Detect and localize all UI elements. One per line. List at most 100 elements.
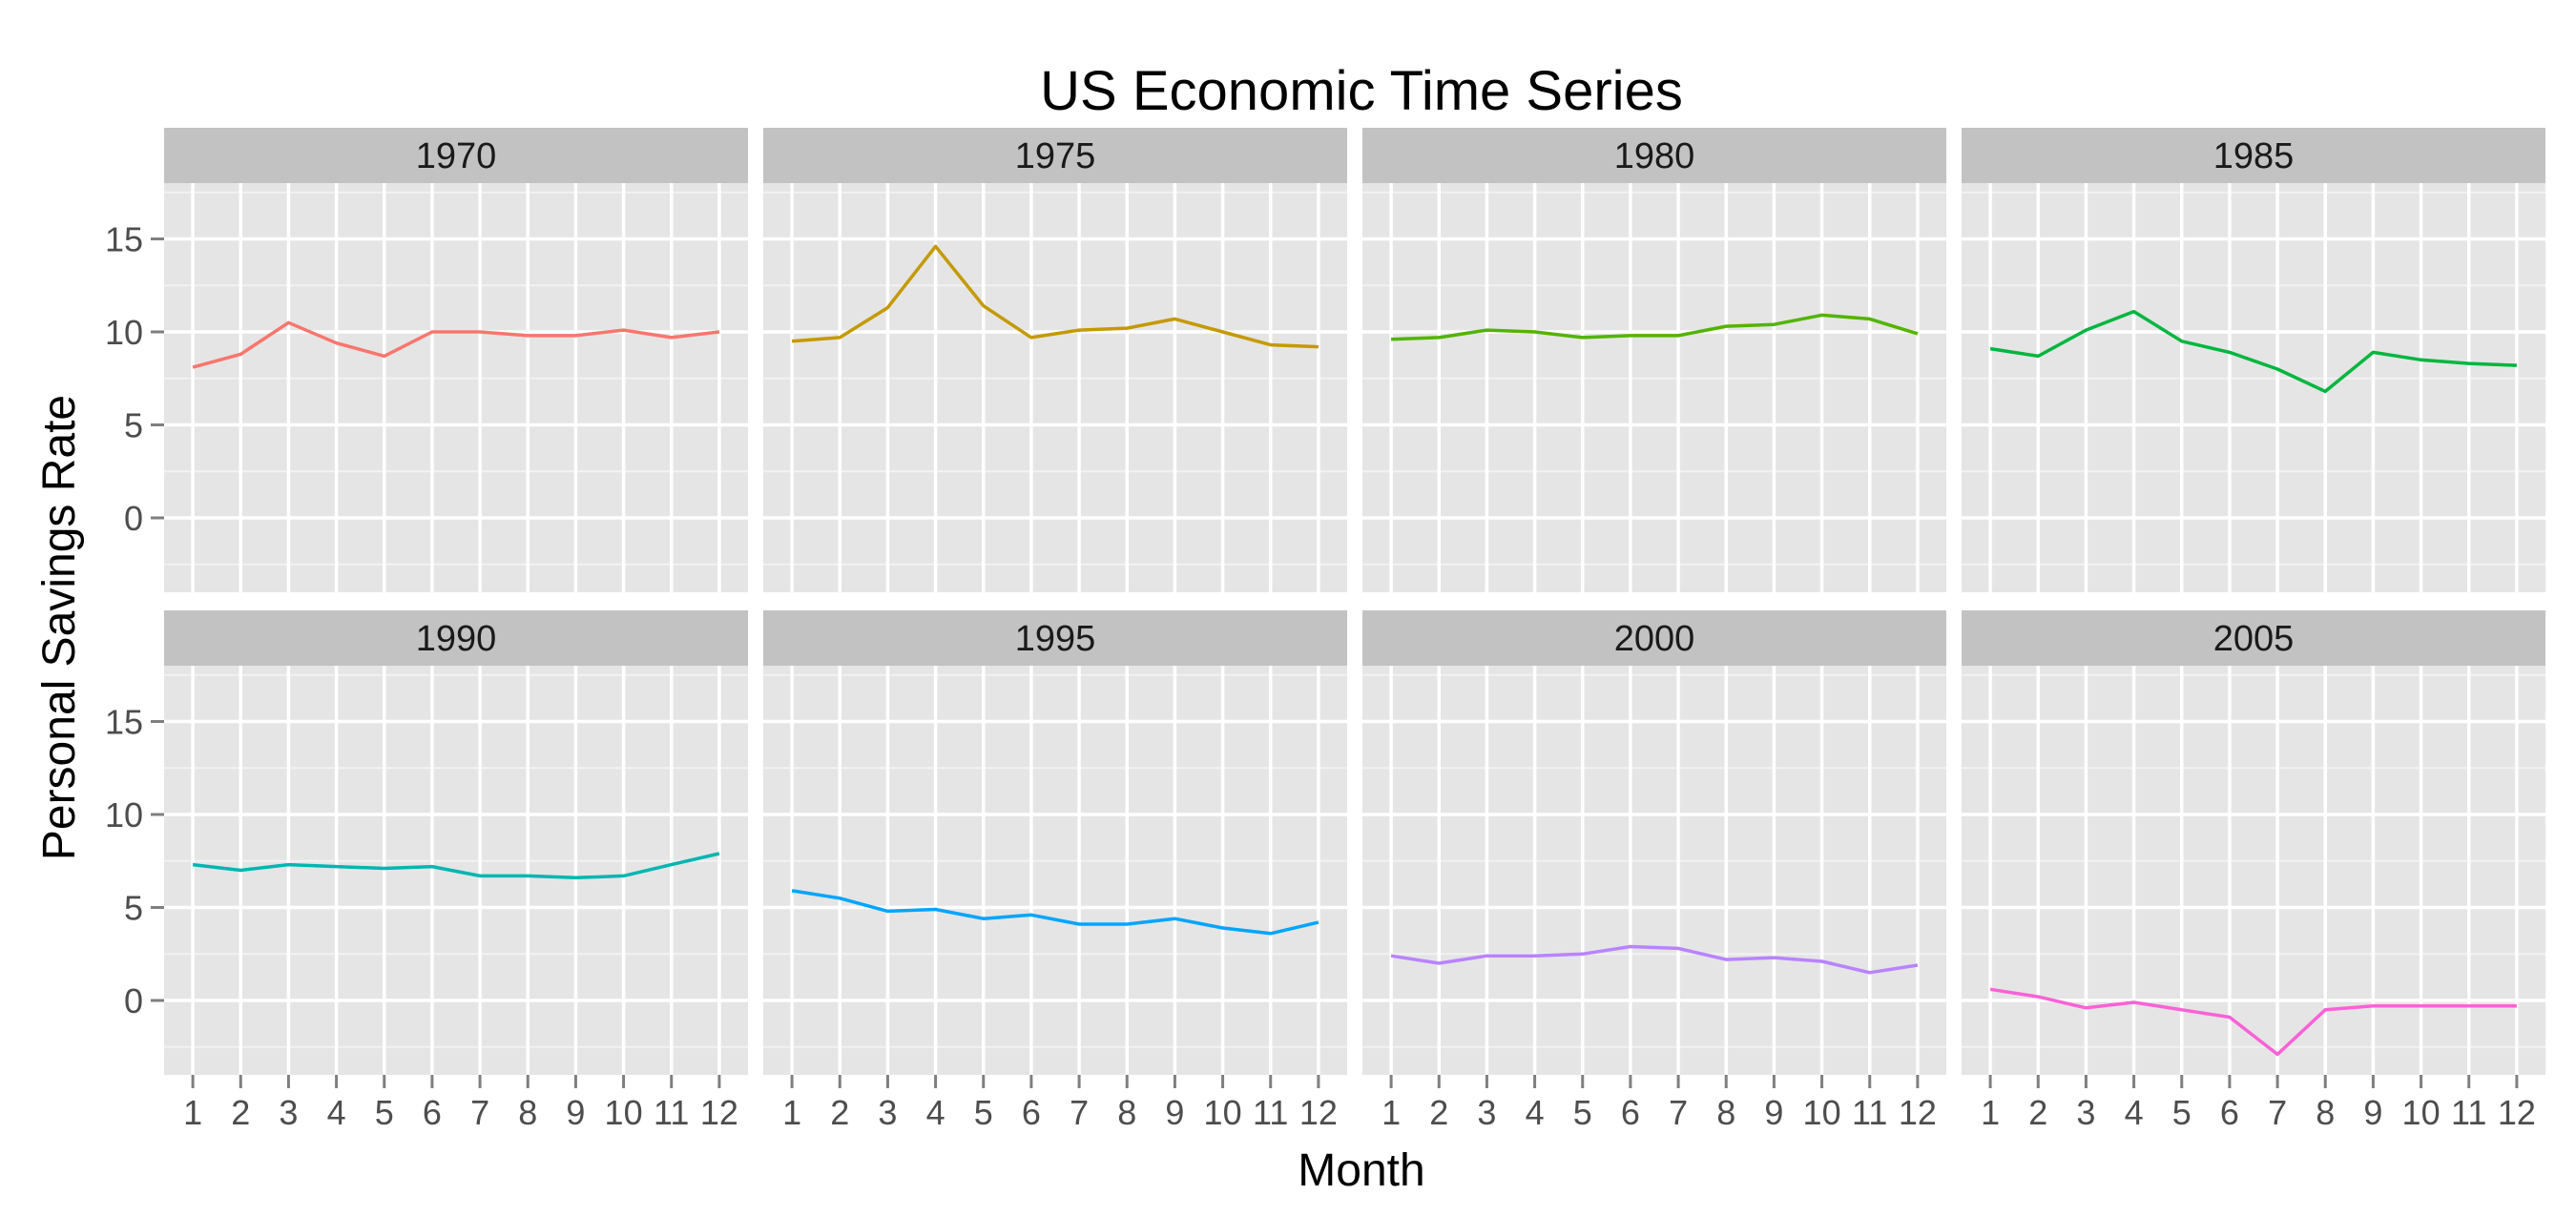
x-tick-label: 7 <box>470 1093 489 1132</box>
x-tick-label: 8 <box>2316 1093 2335 1132</box>
x-tick-label: 8 <box>1117 1093 1136 1132</box>
panel-background <box>1962 183 2545 592</box>
y-tick-label: 10 <box>105 313 143 352</box>
panel-strip <box>1362 128 1946 183</box>
panel-1970: 1970 0 5 10 15 <box>105 128 748 592</box>
x-tick-label: 11 <box>2451 1093 2486 1132</box>
panel-strip-label: 2005 <box>2213 619 2295 659</box>
y-tick-label: 0 <box>124 499 143 538</box>
panel-1975: 1975 <box>763 128 1347 592</box>
x-tick-label: 9 <box>1764 1093 1783 1132</box>
x-tick-label: 7 <box>2268 1093 2287 1132</box>
x-tick-label: 1 <box>1381 1093 1401 1132</box>
panel-strip-label: 1975 <box>1015 136 1096 176</box>
x-tick-label: 1 <box>1981 1093 2000 1132</box>
y-tick-label: 5 <box>124 889 143 928</box>
series-line-1990 <box>192 852 720 880</box>
x-tick-label: 12 <box>1899 1093 1937 1132</box>
panel-background <box>763 183 1347 592</box>
panel-background <box>1362 183 1946 592</box>
x-tick-label: 11 <box>654 1093 689 1132</box>
x-tick-label: 6 <box>423 1093 442 1132</box>
series-line-1995 <box>791 889 1319 936</box>
panel-background <box>763 666 1347 1075</box>
x-tick-label: 3 <box>878 1093 897 1132</box>
x-tick-label: 10 <box>605 1093 643 1132</box>
panel-strip-label: 1995 <box>1015 619 1096 659</box>
series-line-2000 <box>1390 944 1919 975</box>
x-tick-label: 3 <box>279 1093 298 1132</box>
panel-1985: 1985 <box>1962 128 2545 592</box>
panel-strip <box>164 610 748 666</box>
x-tick-label: 11 <box>1852 1093 1887 1132</box>
x-tick-label: 9 <box>1165 1093 1184 1132</box>
panel-background <box>164 183 748 592</box>
panel-strip <box>164 128 748 183</box>
x-tick-label: 6 <box>1022 1093 1041 1132</box>
x-tick-label: 5 <box>375 1093 394 1132</box>
x-tick-label: 5 <box>974 1093 993 1132</box>
chart-title: US Economic Time Series <box>1040 60 1683 122</box>
x-tick-label: 2 <box>830 1093 849 1132</box>
y-tick-label: 5 <box>124 406 143 445</box>
y-tick-label: 15 <box>105 703 143 742</box>
panel-background <box>1362 666 1946 1075</box>
x-tick-label: 12 <box>2498 1093 2536 1132</box>
x-tick-label: 9 <box>2363 1093 2382 1132</box>
panel-background <box>1962 666 2545 1075</box>
x-tick-label: 9 <box>566 1093 585 1132</box>
x-tick-label: 4 <box>1526 1093 1545 1132</box>
panel-strip <box>763 128 1347 183</box>
series-line-2005 <box>1989 987 2517 1057</box>
x-tick-label: 8 <box>1716 1093 1735 1132</box>
panel-strip-label: 1970 <box>416 136 497 176</box>
x-tick-label: 2 <box>1429 1093 1448 1132</box>
x-tick-label: 10 <box>1803 1093 1841 1132</box>
series-line-1975 <box>791 244 1319 349</box>
x-tick-label: 5 <box>2172 1093 2192 1132</box>
panel-strip-label: 1990 <box>416 619 497 659</box>
x-tick-label: 2 <box>231 1093 250 1132</box>
panel-strip <box>1362 610 1946 666</box>
panel-strip-label: 1980 <box>1614 136 1695 176</box>
series-line-1985 <box>1989 309 2517 394</box>
panel-strip <box>1962 128 2545 183</box>
x-tick-label: 11 <box>1253 1093 1288 1132</box>
x-tick-label: 10 <box>2402 1093 2441 1132</box>
x-axis-title: Month <box>1298 1145 1424 1196</box>
y-tick-label: 0 <box>124 981 143 1020</box>
panel-strip-label: 1985 <box>2213 136 2295 176</box>
x-tick-label: 1 <box>782 1093 801 1132</box>
x-tick-label: 3 <box>2076 1093 2095 1132</box>
x-tick-label: 2 <box>2028 1093 2047 1132</box>
x-tick-label: 7 <box>1669 1093 1688 1132</box>
y-axis-title: Personal Savings Rate <box>34 395 85 860</box>
x-tick-label: 1 <box>183 1093 202 1132</box>
x-tick-label: 12 <box>700 1093 738 1132</box>
x-tick-label: 10 <box>1204 1093 1242 1132</box>
panel-strip <box>1962 610 2545 666</box>
panel-strip-label: 2000 <box>1614 619 1695 659</box>
x-tick-label: 5 <box>1573 1093 1592 1132</box>
x-tick-label: 4 <box>926 1093 945 1132</box>
x-tick-label: 6 <box>2220 1093 2239 1132</box>
series-line-1970 <box>192 320 720 369</box>
x-tick-label: 4 <box>2125 1093 2144 1132</box>
series-line-1980 <box>1391 313 1919 341</box>
panel-strip <box>763 610 1347 666</box>
x-tick-label: 4 <box>327 1093 346 1132</box>
x-tick-label: 6 <box>1621 1093 1640 1132</box>
x-tick-label: 7 <box>1070 1093 1089 1132</box>
y-tick-label: 15 <box>105 220 143 259</box>
panel-1980: 1980 <box>1362 128 1946 592</box>
y-tick-label: 10 <box>105 795 143 835</box>
x-tick-label: 12 <box>1299 1093 1338 1132</box>
x-tick-label: 3 <box>1477 1093 1496 1132</box>
x-tick-label: 8 <box>518 1093 537 1132</box>
